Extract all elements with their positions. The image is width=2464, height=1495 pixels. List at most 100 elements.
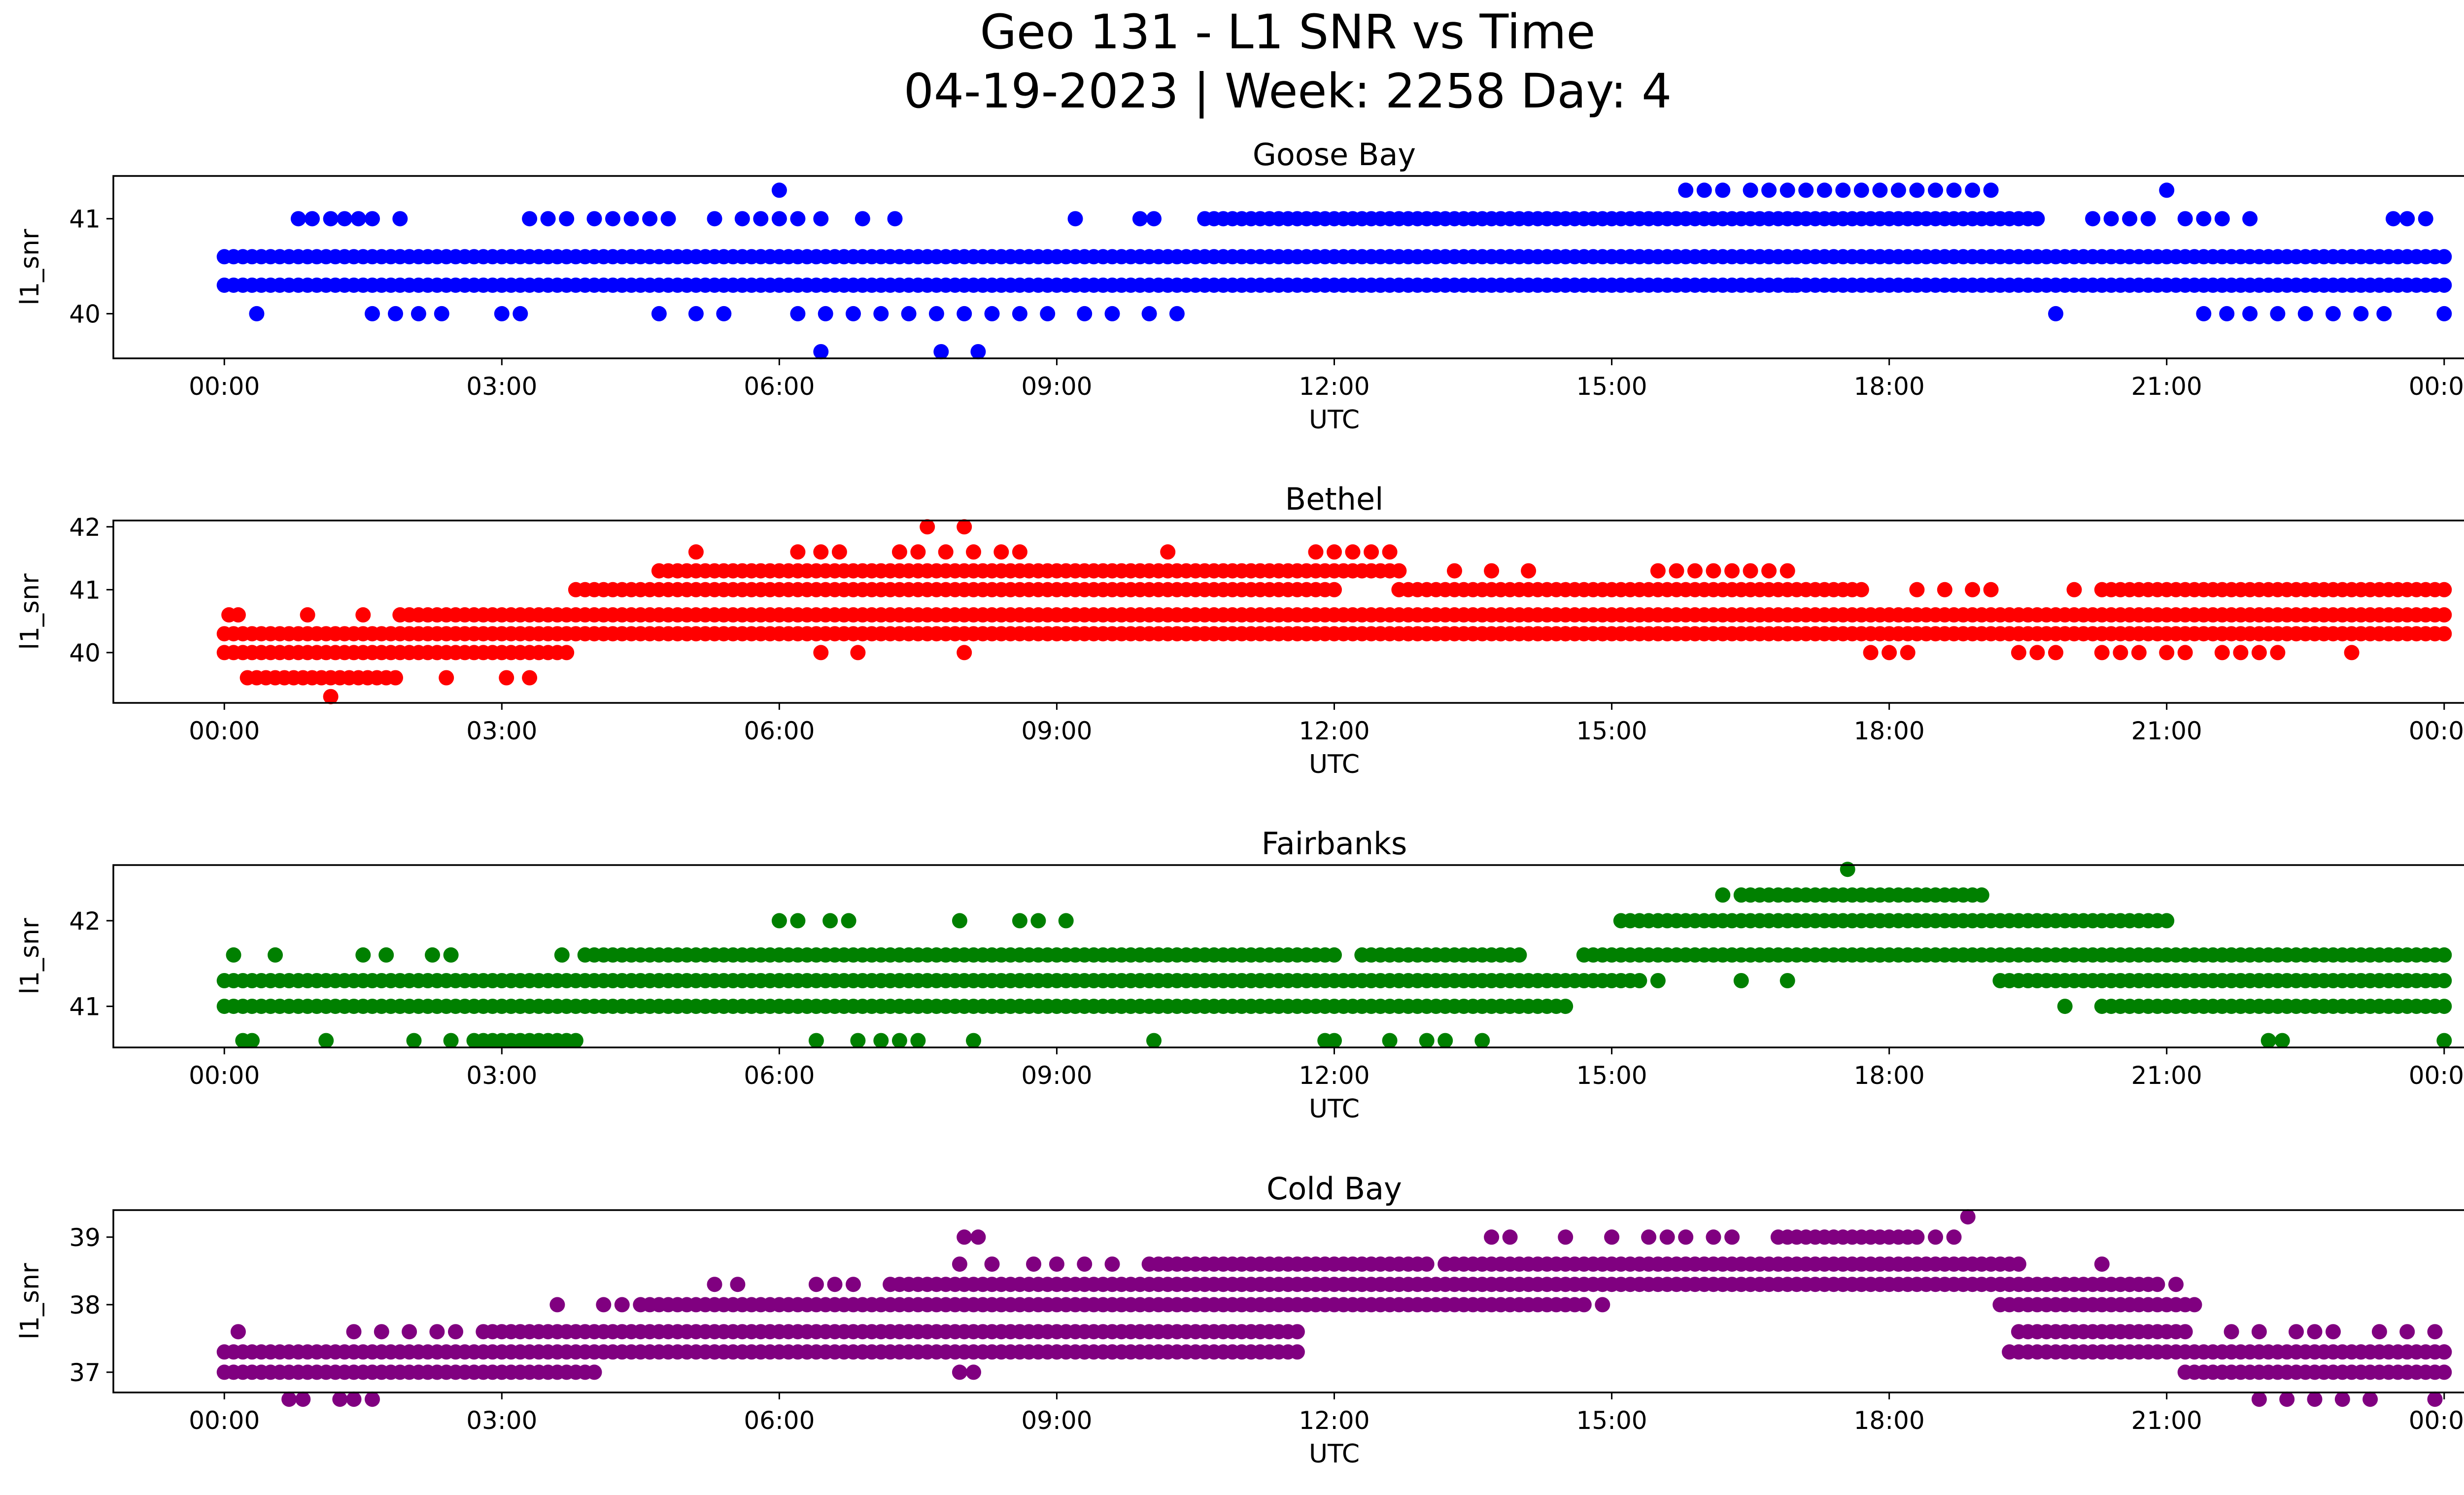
data-point — [411, 306, 426, 321]
data-point — [1104, 1256, 1120, 1272]
data-point — [933, 344, 949, 359]
data-point — [970, 1229, 986, 1245]
data-point — [734, 211, 750, 227]
data-point — [1345, 544, 1361, 560]
data-point — [1632, 973, 1647, 988]
data-point — [2436, 582, 2452, 597]
data-point — [1696, 182, 1712, 198]
x-tick-label: 12:00 — [1299, 1061, 1369, 1090]
data-point — [2242, 306, 2258, 321]
data-point — [2251, 1324, 2267, 1340]
x-axis-label: UTC — [1309, 405, 1360, 435]
data-point — [2289, 1324, 2304, 1340]
data-point — [230, 607, 246, 623]
data-point — [1021, 1344, 1037, 1360]
x-tick-label: 03:00 — [466, 1061, 537, 1090]
data-point — [346, 1324, 362, 1340]
data-point — [2353, 306, 2369, 321]
data-point — [1853, 182, 1869, 198]
data-point — [2187, 1297, 2202, 1313]
data-point — [1724, 563, 1740, 579]
x-tick-label: 00:00 — [189, 1061, 260, 1090]
data-point — [2436, 1344, 2452, 1360]
data-point — [1835, 182, 1851, 198]
data-point — [822, 913, 838, 929]
data-point — [2011, 1256, 2026, 1272]
data-point — [513, 306, 528, 321]
data-point — [846, 306, 861, 321]
data-point — [1900, 645, 1916, 661]
data-point — [2274, 1033, 2290, 1048]
data-point — [1780, 973, 1795, 988]
data-points — [216, 519, 2452, 704]
data-point — [2326, 1324, 2341, 1340]
data-point — [2436, 278, 2452, 293]
data-point — [1641, 1229, 1657, 1245]
data-point — [850, 645, 866, 661]
data-point — [651, 563, 667, 579]
data-point — [323, 211, 339, 227]
x-tick-label: 18:00 — [1854, 1061, 1925, 1090]
data-point — [1872, 182, 1888, 198]
subplot-title: Goose Bay — [1253, 137, 1416, 173]
data-point — [920, 519, 935, 535]
data-point — [2094, 1256, 2110, 1272]
data-point — [2159, 645, 2175, 661]
data-point — [1437, 1033, 1453, 1048]
data-point — [642, 1344, 658, 1360]
data-point — [707, 1277, 722, 1292]
data-point — [799, 1344, 815, 1360]
data-point — [873, 1033, 889, 1048]
data-point — [1946, 1229, 1962, 1245]
data-point — [1382, 544, 1398, 560]
data-point — [1146, 1033, 1162, 1048]
x-tick-label: 09:00 — [1021, 1406, 1092, 1435]
data-point — [596, 1297, 612, 1313]
x-tick-label: 09:00 — [1021, 1061, 1092, 1090]
data-point — [1141, 306, 1157, 321]
data-point — [295, 1391, 311, 1407]
data-point — [1104, 306, 1120, 321]
data-point — [2242, 211, 2258, 227]
data-point — [2233, 645, 2249, 661]
data-point — [2159, 913, 2175, 929]
x-tick-label: 06:00 — [744, 372, 815, 401]
data-point — [1401, 947, 1416, 963]
data-point — [1715, 182, 1731, 198]
data-point — [2085, 211, 2101, 227]
data-point — [813, 344, 829, 359]
data-point — [1327, 947, 1342, 963]
data-point — [1650, 973, 1666, 988]
data-point — [2427, 1391, 2443, 1407]
data-point — [910, 544, 926, 560]
data-point — [771, 211, 787, 227]
data-point — [1761, 563, 1777, 579]
data-point — [1595, 1297, 1610, 1313]
data-point — [540, 211, 556, 227]
data-point — [1077, 1344, 1093, 1360]
x-axis-label: UTC — [1309, 750, 1360, 779]
data-point — [244, 1033, 260, 1048]
data-point — [966, 1364, 981, 1380]
data-point — [448, 1324, 463, 1340]
data-point — [1900, 947, 1916, 963]
data-point — [1659, 1229, 1675, 1245]
data-point — [1077, 1256, 1093, 1272]
data-point — [388, 670, 403, 686]
data-point — [1678, 182, 1694, 198]
x-tick-label: 21:00 — [2131, 372, 2202, 401]
data-point — [2386, 211, 2401, 227]
data-point — [2159, 182, 2175, 198]
data-point — [350, 211, 366, 227]
data-point — [2048, 645, 2063, 661]
data-point — [928, 306, 944, 321]
data-point — [1558, 999, 1574, 1014]
data-point — [966, 544, 981, 560]
x-tick-label: 03:00 — [466, 1406, 537, 1435]
data-point — [2436, 973, 2452, 988]
data-point — [249, 306, 265, 321]
data-point — [554, 947, 570, 963]
data-point — [1965, 582, 1981, 597]
data-point — [1974, 887, 1989, 903]
data-point — [938, 544, 954, 560]
